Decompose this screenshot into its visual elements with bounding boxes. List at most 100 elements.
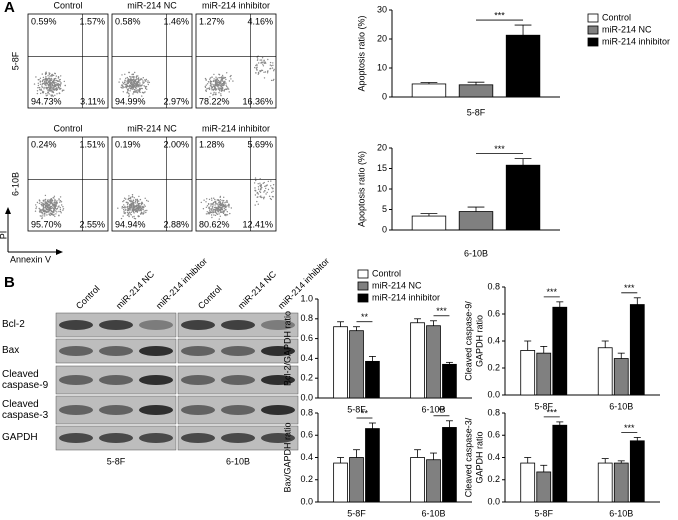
error-bar bbox=[368, 356, 376, 362]
flow-event bbox=[212, 211, 215, 213]
flow-event bbox=[144, 85, 146, 88]
flow-event bbox=[128, 195, 130, 197]
flow-event bbox=[122, 91, 125, 93]
flow-event bbox=[127, 212, 129, 214]
flow-event bbox=[55, 88, 57, 90]
flow-event bbox=[46, 211, 48, 213]
quadrant-value: 0.19% bbox=[115, 139, 141, 149]
flow-event bbox=[48, 201, 50, 204]
y-tick-label: 30 bbox=[377, 4, 387, 14]
flow-event bbox=[145, 211, 147, 214]
flow-event bbox=[147, 80, 149, 82]
quadrant-value: 1.28% bbox=[199, 139, 225, 149]
flow-event bbox=[124, 81, 126, 83]
flow-event bbox=[137, 77, 140, 79]
flow-event bbox=[147, 83, 149, 86]
flow-event bbox=[123, 204, 125, 206]
flow-event bbox=[221, 202, 223, 204]
legend-label: Control bbox=[372, 268, 401, 278]
flow-event bbox=[210, 80, 213, 83]
flow-event bbox=[42, 79, 45, 81]
y-tick-label: 0 bbox=[382, 91, 387, 101]
flow-event bbox=[131, 73, 133, 76]
flow-event bbox=[255, 72, 257, 74]
flow-event bbox=[54, 199, 56, 201]
flow-event bbox=[217, 205, 219, 207]
flow-event bbox=[140, 210, 142, 212]
protein-label: Bax bbox=[2, 345, 20, 356]
flow-event bbox=[256, 65, 258, 67]
bar bbox=[411, 215, 447, 231]
flow-event bbox=[212, 207, 214, 209]
flow-event bbox=[222, 210, 225, 213]
flow-event bbox=[137, 205, 139, 207]
flow-event bbox=[145, 78, 148, 81]
flow-event bbox=[131, 79, 133, 81]
flow-event bbox=[47, 80, 50, 83]
flow-event bbox=[225, 213, 227, 216]
flow-event bbox=[136, 75, 138, 77]
flow-event bbox=[139, 82, 141, 84]
flow-event bbox=[42, 91, 45, 93]
flow-event bbox=[140, 87, 142, 90]
flow-event bbox=[39, 89, 41, 91]
flow-event bbox=[273, 70, 275, 72]
flow-event bbox=[261, 57, 264, 59]
flow-event bbox=[224, 214, 226, 216]
flow-event bbox=[270, 65, 273, 67]
y-tick-label: 0.6 bbox=[487, 430, 500, 440]
flow-event bbox=[133, 208, 135, 210]
y-tick-label: 0.0 bbox=[300, 392, 313, 402]
flow-event bbox=[258, 62, 260, 64]
flow-event bbox=[47, 199, 49, 201]
y-tick-label: 0.6 bbox=[487, 308, 500, 318]
flow-event bbox=[50, 74, 52, 77]
flow-event bbox=[124, 79, 126, 82]
flow-event bbox=[205, 89, 207, 91]
flow-event bbox=[260, 196, 262, 199]
blot-band bbox=[59, 375, 93, 385]
flow-event bbox=[34, 210, 37, 212]
flow-event bbox=[259, 190, 261, 192]
flow-event bbox=[257, 188, 260, 190]
flow-event bbox=[143, 211, 145, 213]
flow-event bbox=[121, 205, 124, 208]
flow-event bbox=[53, 85, 56, 87]
error-bar bbox=[524, 340, 532, 351]
flow-event bbox=[136, 201, 139, 203]
x-tick-label: 6-10B bbox=[421, 508, 445, 518]
flow-event bbox=[58, 198, 60, 200]
flow-event bbox=[220, 81, 222, 83]
error-bar bbox=[430, 320, 437, 326]
error-bar bbox=[368, 422, 376, 429]
flow-event bbox=[117, 207, 119, 209]
flow-event bbox=[271, 191, 273, 193]
flow-event bbox=[121, 207, 123, 209]
y-tick-label: 0 bbox=[382, 224, 387, 234]
quadrant-value: 0.59% bbox=[31, 16, 57, 26]
flow-event bbox=[213, 86, 216, 88]
flow-event bbox=[61, 204, 63, 206]
flow-event bbox=[44, 205, 46, 207]
legend-swatch bbox=[357, 269, 369, 279]
lane-label: Control bbox=[74, 284, 102, 312]
flow-event bbox=[224, 206, 226, 208]
y-tick-label: 0.2 bbox=[487, 362, 500, 372]
flow-event bbox=[122, 209, 125, 211]
flow-event bbox=[43, 213, 45, 215]
flow-event bbox=[207, 203, 210, 205]
flow-event bbox=[214, 214, 217, 217]
y-axis-label: GAPDH ratio bbox=[474, 315, 484, 367]
flow-event bbox=[58, 205, 60, 207]
flow-event bbox=[259, 59, 261, 61]
flow-event bbox=[123, 212, 125, 214]
flow-event bbox=[224, 88, 226, 91]
flow-event bbox=[204, 86, 207, 89]
flow-event bbox=[33, 83, 36, 85]
flow-event bbox=[213, 73, 215, 76]
flow-event bbox=[47, 203, 49, 205]
flow-event bbox=[213, 84, 215, 86]
error-bar bbox=[467, 81, 485, 85]
flow-event bbox=[134, 85, 137, 87]
flow-event bbox=[210, 197, 213, 199]
